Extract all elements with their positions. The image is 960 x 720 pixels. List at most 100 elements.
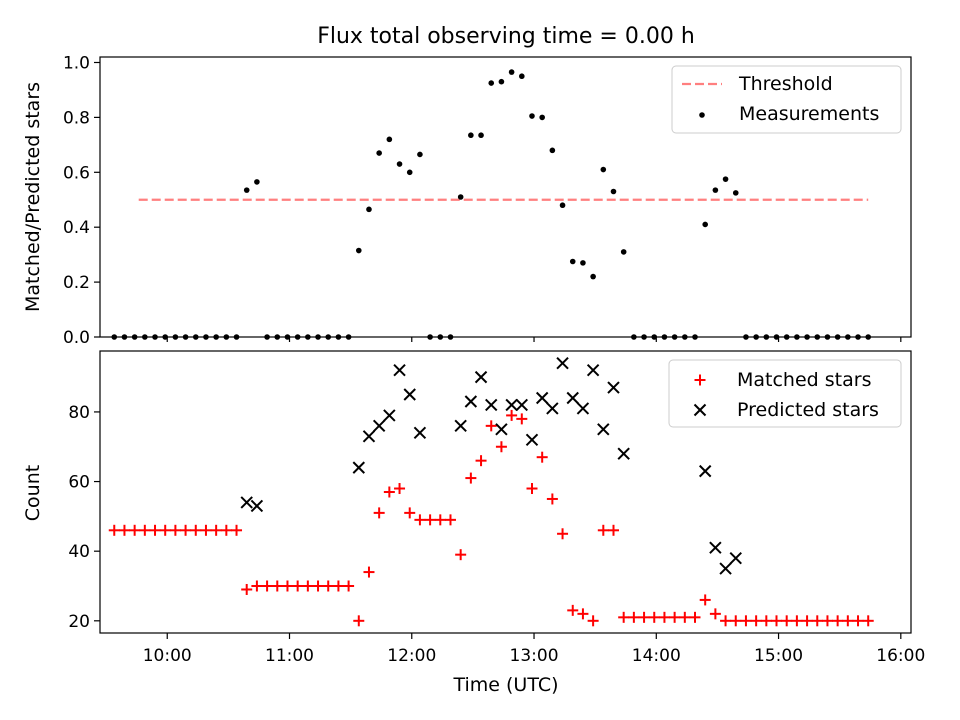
matched-star-point bbox=[577, 608, 589, 620]
matched-star-point bbox=[750, 615, 762, 627]
y-tick-label: 0.2 bbox=[63, 273, 90, 293]
matched-star-point bbox=[200, 524, 212, 536]
matched-star-point bbox=[394, 483, 406, 495]
measurement-point bbox=[355, 247, 362, 254]
matched-star-point bbox=[842, 615, 854, 627]
measurement-point bbox=[620, 249, 627, 255]
x-tick-label: 15:00 bbox=[754, 646, 803, 666]
measurement-point bbox=[519, 73, 525, 80]
count-x-ticks: 10:00 11:00 12:00 13:00 14:00 15:00 16:00 bbox=[143, 633, 925, 666]
predicted-star-point bbox=[556, 356, 569, 370]
y-tick-label: 0.4 bbox=[63, 218, 90, 238]
x-tick-label: 12:00 bbox=[387, 646, 436, 666]
predicted-star-point bbox=[729, 551, 742, 565]
predicted-star-point bbox=[586, 363, 600, 377]
measurement-point bbox=[580, 260, 586, 266]
matched-star-point bbox=[363, 566, 375, 578]
y-tick-label: 0.0 bbox=[63, 328, 90, 348]
matched-star-point bbox=[648, 611, 660, 623]
matched-star-point bbox=[312, 580, 324, 592]
matched-star-point bbox=[180, 524, 192, 536]
matched-star-point bbox=[607, 524, 619, 536]
matched-star-point bbox=[404, 507, 416, 519]
matched-star-point bbox=[689, 611, 701, 623]
predicted-star-point bbox=[546, 402, 559, 415]
matched-star-point bbox=[618, 611, 630, 623]
y-tick-label: 40 bbox=[68, 542, 90, 562]
predicted-star-point bbox=[474, 370, 488, 384]
matched-star-point bbox=[373, 507, 385, 519]
matched-star-point bbox=[455, 549, 467, 561]
measurements-legend-swatch bbox=[699, 112, 705, 118]
predicted-star-point bbox=[535, 391, 549, 405]
matched-star-point bbox=[383, 486, 395, 498]
measurement-point bbox=[396, 161, 403, 167]
matched-star-point bbox=[495, 441, 507, 453]
matched-star-point bbox=[852, 615, 864, 627]
predicted-star-point bbox=[413, 426, 427, 440]
y-tick-label: 20 bbox=[68, 612, 90, 632]
measurement-point bbox=[722, 176, 729, 182]
matched-star-point bbox=[169, 524, 181, 536]
matched-star-point bbox=[760, 615, 772, 627]
measurement-point bbox=[610, 188, 617, 195]
matched-star-point bbox=[801, 615, 813, 627]
predicted-star-point bbox=[597, 423, 610, 436]
matched-legend-swatch bbox=[694, 374, 706, 386]
matched-star-point bbox=[231, 524, 243, 536]
matched-star-point bbox=[444, 514, 456, 526]
matched-star-point bbox=[699, 594, 711, 606]
x-tick-label: 11:00 bbox=[265, 646, 314, 666]
predicted-star-point bbox=[362, 430, 376, 443]
ratio-plot-area bbox=[99, 56, 912, 338]
matched-star-point bbox=[628, 611, 640, 623]
measurement-point bbox=[569, 258, 576, 265]
matched-legend-label: Matched stars bbox=[737, 369, 871, 391]
measurement-point bbox=[366, 206, 372, 213]
matched-star-point bbox=[658, 611, 670, 623]
measurement-point bbox=[498, 78, 505, 85]
matched-star-point bbox=[546, 493, 558, 505]
measurement-point bbox=[406, 169, 413, 176]
matched-star-point bbox=[832, 615, 844, 627]
matched-star-point bbox=[261, 580, 273, 592]
count-plot-area bbox=[99, 350, 912, 634]
measurement-point bbox=[508, 69, 515, 75]
predicted-star-point bbox=[617, 447, 630, 460]
matched-star-point bbox=[597, 524, 609, 536]
matched-star-point bbox=[424, 514, 436, 526]
legend-box bbox=[671, 65, 902, 134]
matched-star-point bbox=[862, 615, 874, 627]
count-y-ticks: 20 40 60 80 bbox=[68, 403, 100, 632]
predicted-star-point bbox=[515, 398, 529, 412]
predicted-star-point bbox=[464, 395, 478, 408]
ratio-panel: 0.0 0.2 0.4 0.6 0.8 1.0 Matched/Predicted sta… bbox=[22, 53, 912, 348]
predicted-star-point bbox=[393, 363, 406, 377]
threshold-legend-label: Threshold bbox=[738, 73, 833, 95]
count-y-axis-label: Count bbox=[22, 465, 44, 521]
matched-star-point bbox=[791, 615, 803, 627]
matched-star-point bbox=[271, 580, 283, 592]
matched-star-point bbox=[811, 615, 823, 627]
measurement-point bbox=[712, 187, 719, 193]
y-tick-label: 60 bbox=[68, 473, 90, 493]
matched-star-point bbox=[434, 514, 446, 526]
measurement-point bbox=[539, 114, 545, 121]
predicted-star-point bbox=[525, 433, 539, 446]
matched-star-point bbox=[343, 580, 355, 592]
matched-star-point bbox=[241, 583, 253, 595]
matched-star-point bbox=[485, 420, 497, 432]
predicted-legend-swatch bbox=[693, 403, 707, 417]
predicted-star-point bbox=[403, 388, 416, 401]
matched-star-point bbox=[129, 524, 141, 536]
matched-star-point bbox=[159, 524, 171, 536]
measurement-point bbox=[386, 136, 393, 143]
matched-star-point bbox=[638, 611, 650, 623]
count-legend: Matched stars Predicted stars bbox=[668, 359, 902, 428]
y-tick-label: 0.6 bbox=[63, 163, 90, 183]
measurement-point bbox=[254, 179, 260, 185]
matched-star-point bbox=[475, 455, 487, 467]
y-tick-label: 80 bbox=[68, 403, 90, 423]
